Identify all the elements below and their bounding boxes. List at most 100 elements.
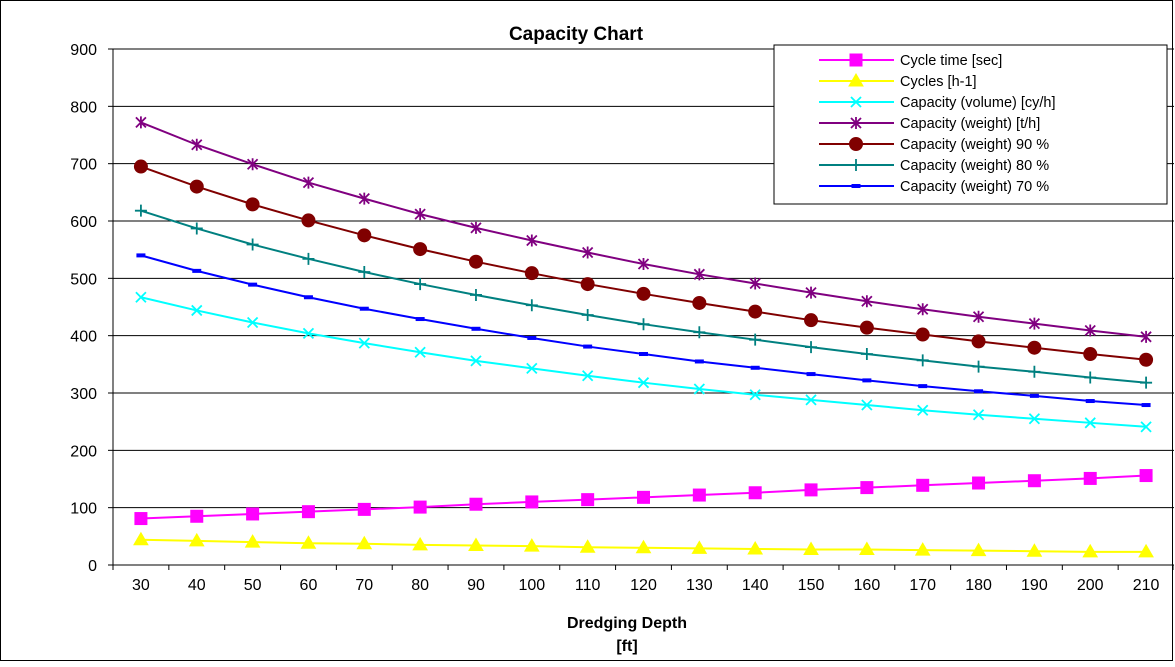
x-tick-label: 70 bbox=[355, 577, 373, 594]
legend-entry: Capacity (weight) 70 % bbox=[819, 179, 1049, 195]
data-point bbox=[302, 327, 315, 340]
data-point bbox=[135, 291, 147, 303]
data-point bbox=[245, 197, 260, 212]
data-point bbox=[191, 138, 203, 151]
data-point bbox=[848, 73, 864, 87]
data-point bbox=[917, 303, 929, 316]
data-point bbox=[694, 359, 704, 364]
data-point bbox=[805, 286, 817, 299]
data-point bbox=[1028, 365, 1041, 378]
data-point bbox=[526, 234, 538, 247]
data-point bbox=[246, 316, 259, 329]
data-point bbox=[523, 538, 540, 552]
x-tick-label: 150 bbox=[798, 577, 825, 594]
data-point bbox=[471, 326, 481, 331]
data-point bbox=[358, 192, 370, 205]
data-point bbox=[860, 481, 874, 495]
data-point bbox=[414, 346, 426, 358]
x-tick-label: 90 bbox=[467, 577, 485, 594]
y-tick-label: 0 bbox=[88, 558, 97, 575]
legend-entry: Capacity (weight) 80 % bbox=[819, 158, 1049, 174]
legend-label: Capacity (weight) 80 % bbox=[900, 158, 1049, 174]
data-point bbox=[1141, 403, 1151, 408]
data-point bbox=[525, 495, 539, 509]
data-point bbox=[414, 278, 427, 291]
data-point bbox=[412, 536, 429, 551]
data-point bbox=[916, 478, 930, 492]
x-tick-label: 180 bbox=[965, 577, 992, 594]
data-point bbox=[916, 354, 929, 367]
legend-entry: Capacity (weight) [t/h] bbox=[819, 116, 1040, 132]
data-point bbox=[637, 318, 650, 331]
legend-box bbox=[773, 44, 1168, 205]
data-point bbox=[749, 333, 762, 346]
data-point bbox=[357, 502, 371, 516]
data-point bbox=[413, 242, 428, 257]
y-tick-label: 700 bbox=[70, 157, 97, 174]
data-point bbox=[693, 268, 705, 281]
legend-label: Cycles [h-1] bbox=[900, 74, 977, 90]
data-point bbox=[136, 253, 146, 258]
legend-label: Capacity (weight) [t/h] bbox=[900, 116, 1040, 132]
data-point bbox=[581, 493, 595, 507]
series-5 bbox=[134, 204, 1153, 389]
data-point bbox=[414, 208, 426, 221]
data-point bbox=[133, 159, 148, 174]
data-point bbox=[915, 327, 930, 342]
data-point bbox=[301, 213, 316, 228]
data-point bbox=[189, 179, 204, 194]
data-point bbox=[804, 313, 819, 328]
x-tick-label: 120 bbox=[630, 577, 657, 594]
data-point bbox=[1139, 469, 1153, 483]
x-axis-label: Dredging Depth bbox=[567, 615, 687, 632]
axes: 0 100 200 300 400 500 600 700 800 900 30 40 50 60 70 80… bbox=[70, 42, 1175, 594]
data-point bbox=[970, 542, 987, 557]
data-point bbox=[1027, 474, 1041, 488]
data-point bbox=[851, 184, 861, 188]
data-point bbox=[693, 383, 705, 395]
data-point bbox=[583, 344, 593, 349]
gridlines bbox=[113, 48, 1174, 509]
data-point bbox=[850, 117, 862, 129]
data-point bbox=[972, 476, 986, 490]
data-point bbox=[860, 348, 873, 361]
data-point bbox=[693, 326, 706, 339]
legend-label: Capacity (volume) [cy/h] bbox=[900, 95, 1056, 111]
data-point bbox=[413, 500, 427, 514]
data-point bbox=[525, 299, 538, 312]
data-point bbox=[468, 537, 484, 552]
data-point bbox=[850, 159, 862, 171]
series-6 bbox=[136, 253, 1151, 408]
data-point bbox=[1028, 413, 1041, 425]
series-4 bbox=[133, 159, 1154, 367]
data-point bbox=[1084, 371, 1097, 384]
series-2 bbox=[135, 291, 1152, 433]
x-tick-label: 190 bbox=[1021, 577, 1048, 594]
data-point bbox=[1139, 352, 1154, 367]
data-point bbox=[303, 295, 313, 300]
legend-label: Cycle time [sec] bbox=[900, 53, 1002, 69]
data-point bbox=[190, 222, 203, 235]
x-tick-label: 30 bbox=[132, 577, 150, 594]
data-point bbox=[804, 483, 818, 497]
x-axis-unit: [ft] bbox=[616, 638, 637, 655]
series-line bbox=[140, 296, 1147, 428]
series-3 bbox=[135, 116, 1152, 343]
data-point bbox=[301, 505, 315, 519]
data-point bbox=[639, 352, 648, 357]
data-point bbox=[862, 378, 872, 383]
y-tick-label: 500 bbox=[70, 271, 97, 288]
data-point bbox=[849, 137, 863, 151]
data-point bbox=[358, 337, 370, 349]
data-point bbox=[972, 360, 985, 373]
data-point bbox=[637, 490, 650, 504]
legend-label: Capacity (weight) 70 % bbox=[900, 179, 1049, 195]
data-point bbox=[527, 335, 537, 340]
x-tick-label: 40 bbox=[188, 577, 206, 594]
x-tick-label: 210 bbox=[1133, 577, 1160, 594]
data-point bbox=[1082, 543, 1099, 558]
x-tick-label: 80 bbox=[411, 577, 429, 594]
series-layer bbox=[133, 116, 1154, 558]
data-point bbox=[134, 512, 148, 526]
data-point bbox=[803, 541, 819, 556]
